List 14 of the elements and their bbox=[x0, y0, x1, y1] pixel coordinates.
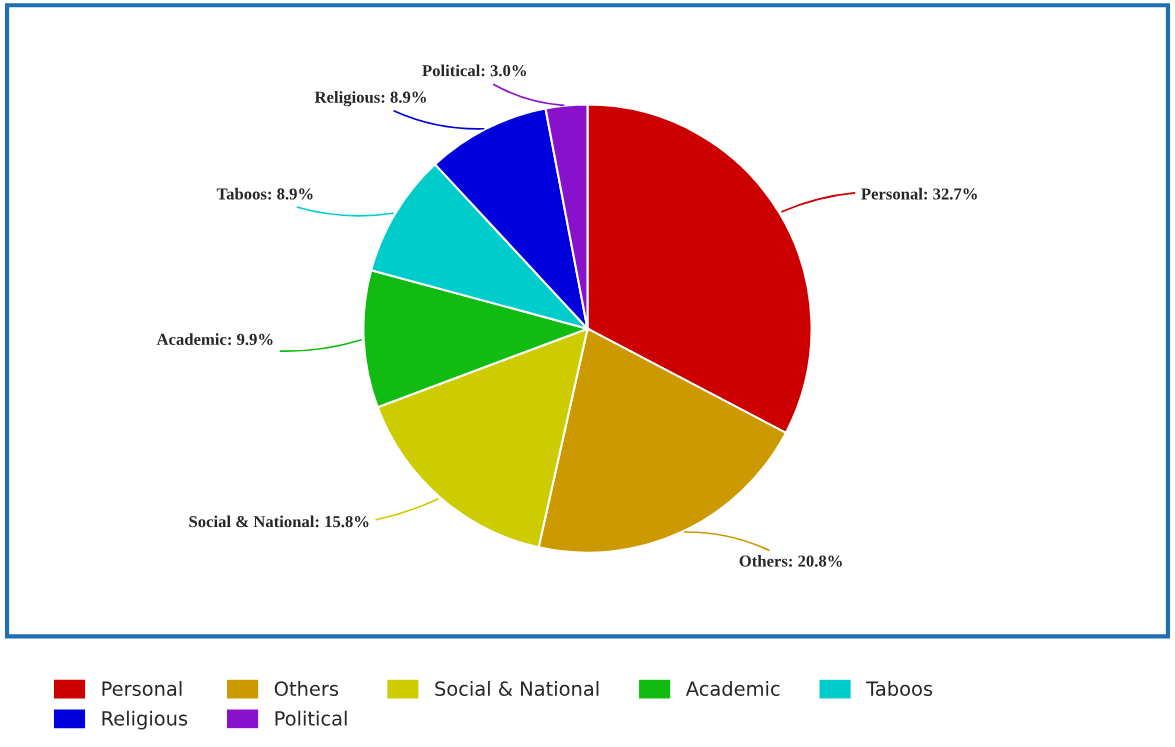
legend-label: Taboos bbox=[866, 680, 933, 697]
legend-label: Academic bbox=[685, 680, 780, 697]
data-label: Social & National: 15.8% bbox=[189, 515, 369, 528]
legend-label: Personal bbox=[102, 680, 182, 697]
legend-label: Others bbox=[274, 680, 339, 697]
data-label: Others: 20.8% bbox=[739, 554, 842, 567]
data-label: Academic: 9.9% bbox=[156, 333, 273, 346]
data-label: Religious: 8.9% bbox=[314, 91, 426, 107]
data-label: Personal: 32.7% bbox=[861, 187, 977, 200]
legend-label: Political bbox=[275, 710, 347, 726]
legend-label: Religious bbox=[102, 710, 188, 730]
data-label: Political: 3.0% bbox=[422, 64, 526, 77]
data-label: Taboos: 8.9% bbox=[216, 187, 313, 200]
legend-label: Social & National bbox=[435, 680, 599, 697]
